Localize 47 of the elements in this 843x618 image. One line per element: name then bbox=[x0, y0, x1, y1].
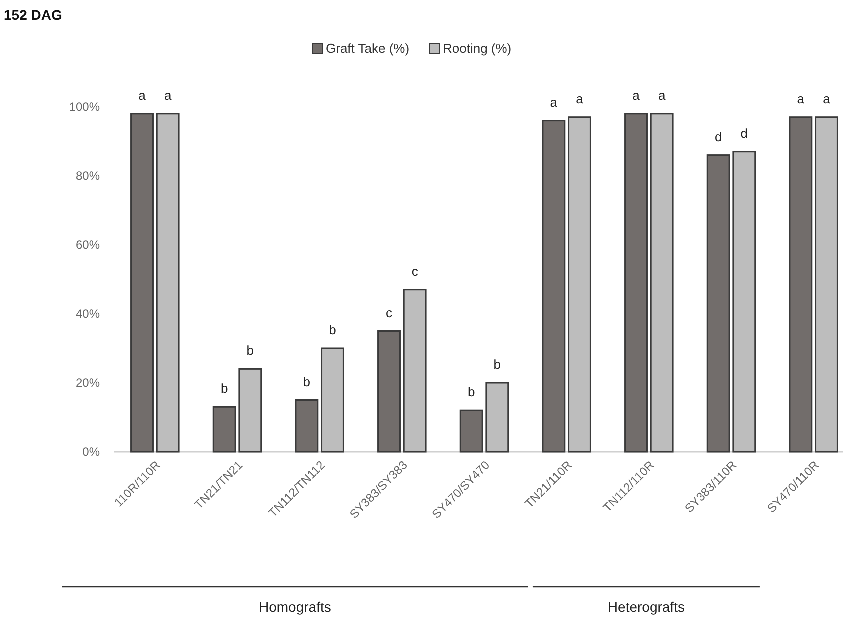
data-label: b bbox=[246, 343, 254, 358]
data-label: d bbox=[740, 126, 748, 141]
bar bbox=[321, 348, 344, 453]
bar bbox=[815, 116, 838, 453]
y-tick-label: 20% bbox=[76, 376, 100, 390]
text: Heterografts bbox=[608, 599, 685, 615]
bar bbox=[403, 289, 427, 453]
bar bbox=[624, 113, 648, 453]
y-tick-label: 60% bbox=[76, 238, 100, 252]
bar bbox=[706, 154, 730, 453]
data-label: a bbox=[823, 91, 832, 106]
bar bbox=[212, 406, 236, 453]
data-label: a bbox=[138, 88, 147, 103]
data-label: a bbox=[550, 94, 558, 110]
data-label: d bbox=[714, 129, 722, 144]
chart-title: 152 DAG bbox=[4, 7, 62, 23]
bar bbox=[460, 410, 484, 453]
bar bbox=[156, 113, 180, 453]
data-label: a bbox=[576, 91, 584, 106]
bar bbox=[130, 113, 154, 453]
legend-label: Graft Take (%) bbox=[326, 41, 410, 56]
data-label: a bbox=[164, 88, 172, 103]
data-label: b bbox=[220, 381, 228, 396]
data-label: a bbox=[658, 88, 666, 103]
legend-label: Rooting (%) bbox=[443, 41, 512, 56]
data-label: a bbox=[632, 88, 641, 103]
data-label: b bbox=[329, 322, 336, 338]
data-label: b bbox=[303, 374, 311, 390]
y-tick-label: 80% bbox=[76, 169, 100, 183]
data-label: b bbox=[468, 384, 476, 400]
bar bbox=[378, 330, 401, 453]
bar bbox=[238, 368, 262, 453]
bar bbox=[650, 113, 674, 453]
bar bbox=[295, 400, 319, 453]
bar bbox=[568, 116, 592, 453]
bar bbox=[789, 116, 813, 453]
y-tick-label: 40% bbox=[76, 307, 100, 321]
y-tick-label: 100% bbox=[69, 100, 100, 114]
data-label: c bbox=[386, 305, 394, 320]
text: Homografts bbox=[259, 599, 332, 615]
data-label: a bbox=[797, 91, 806, 106]
y-tick-label: 0% bbox=[82, 445, 100, 459]
bar bbox=[542, 120, 566, 453]
bar bbox=[486, 382, 510, 453]
data-label: b bbox=[494, 357, 502, 372]
data-label: c bbox=[412, 264, 419, 279]
bar bbox=[732, 151, 756, 453]
